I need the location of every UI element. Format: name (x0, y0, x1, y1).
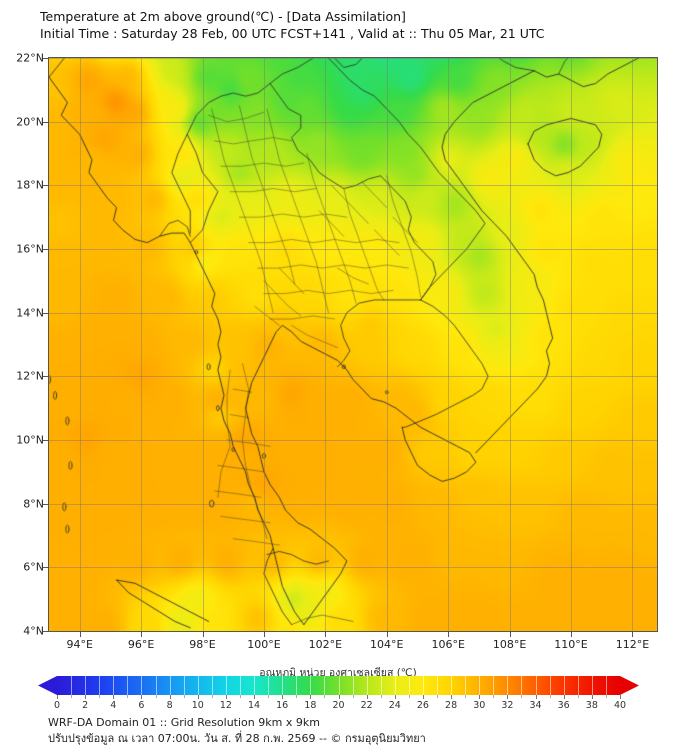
lat-axis-label: 8°N (23, 497, 44, 511)
colorbar-tick-label: 36 (557, 700, 570, 711)
colorbar-tick-label: 14 (248, 700, 261, 711)
lat-tick (43, 440, 48, 441)
title-block: Temperature at 2m above ground(℃) - [Dat… (40, 8, 660, 42)
lon-axis-label: 98°E (189, 638, 216, 651)
colorbar-tick-label: 26 (416, 700, 429, 711)
colorbar-right-arrow-icon (620, 676, 639, 695)
lon-tick (202, 632, 204, 637)
page-title: Temperature at 2m above ground(℃) - [Dat… (40, 9, 406, 24)
lat-tick (43, 249, 48, 250)
lat-axis-label: 10°N (16, 433, 44, 447)
lat-axis-label: 22°N (16, 51, 44, 65)
lat-tick (43, 631, 48, 632)
lon-axis-label: 108°E (492, 638, 527, 651)
lon-axis-label: 96°E (127, 638, 155, 651)
temperature-field (49, 58, 657, 631)
lat-axis-label: 12°N (16, 369, 44, 383)
footer-domain-info: WRF-DA Domain 01 :: Grid Resolution 9km … (48, 716, 320, 729)
colorbar-tick-label: 30 (473, 700, 486, 711)
colorbar-tick-label: 8 (166, 700, 173, 711)
lon-tick (448, 632, 450, 637)
lat-tick (43, 121, 48, 123)
lon-axis-label: 102°E (308, 638, 343, 651)
colorbar-left-arrow-icon (38, 676, 57, 695)
lon-axis-label: 110°E (554, 638, 588, 651)
lat-tick (43, 376, 48, 378)
colorbar-tick-label: 32 (501, 700, 514, 711)
lon-tick (571, 632, 573, 637)
lon-axis-label: 94°E (66, 638, 93, 651)
lat-tick (43, 185, 48, 187)
lat-axis-label: 14°N (16, 306, 44, 320)
colorbar-tick-label: 2 (82, 700, 89, 711)
colorbar-gradient (57, 676, 620, 695)
colorbar-tick-label: 38 (585, 700, 598, 711)
colorbar[interactable]: 0 2 4 6 8 10 12 14 16 18 20 22 24 26 28 30 32 34 36 38 40 (0, 676, 676, 711)
lat-tick (43, 567, 48, 569)
colorbar-tick-label: 10 (191, 700, 204, 711)
lon-tick (263, 632, 265, 637)
lon-tick (632, 632, 634, 637)
colorbar-tick-label: 40 (613, 700, 627, 711)
lon-axis-label: 104°E (370, 638, 404, 651)
lon-axis-label: 100°E (247, 638, 281, 651)
lat-tick (43, 58, 48, 59)
lon-tick (79, 632, 81, 637)
lon-tick (141, 632, 143, 637)
colorbar-tick-label: 4 (110, 700, 117, 711)
lat-axis-label: 18°N (16, 178, 44, 192)
colorbar-tick-label: 16 (276, 700, 289, 711)
colorbar-tick-label: 22 (360, 700, 373, 711)
colorbar-tick-label: 12 (219, 700, 232, 711)
lon-tick (386, 632, 388, 637)
colorbar-tick-label: 18 (304, 700, 317, 711)
lat-axis-label: 16°N (16, 242, 44, 256)
colorbar-tick-label: 20 (332, 700, 345, 711)
lat-axis-label: 6°N (23, 560, 44, 574)
lon-axis-label: 112°E (615, 638, 650, 651)
colorbar-tick-label: 24 (388, 700, 401, 711)
colorbar-tick-label: 0 (53, 700, 61, 711)
lon-tick (325, 632, 327, 637)
lat-tick (43, 503, 48, 505)
lat-axis-label: 20°N (16, 115, 44, 129)
colorbar-tick-label: 28 (445, 700, 458, 711)
lon-axis-label: 106°E (431, 638, 465, 651)
page-subtitle: Initial Time : Saturday 28 Feb, 00 UTC F… (40, 26, 545, 41)
temperature-map[interactable] (48, 57, 658, 632)
lon-tick (509, 632, 511, 637)
footer-update-info: ปรับปรุงข้อมูล ณ เวลา 07:00น. วัน ส. ที่… (48, 732, 426, 745)
colorbar-tick-label: 34 (529, 700, 542, 711)
lat-axis-label: 4°N (23, 624, 44, 638)
lat-tick (43, 312, 48, 314)
colorbar-tick-label: 6 (138, 700, 145, 711)
